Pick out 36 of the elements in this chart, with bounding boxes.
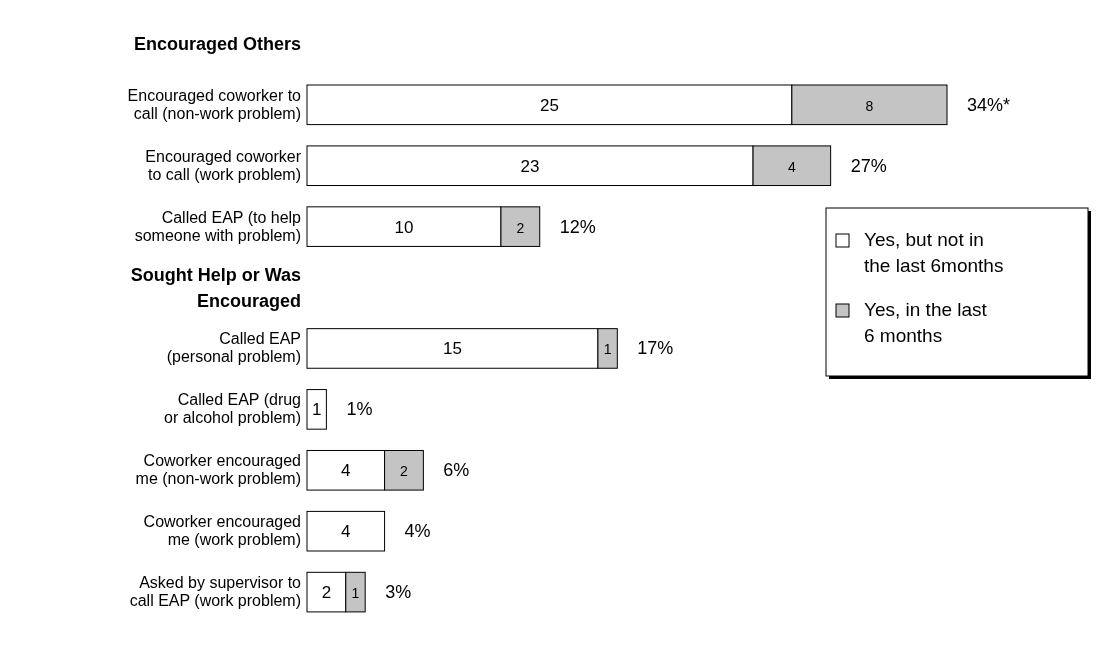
y-tick-label: Called EAP (personal problem) bbox=[166, 330, 301, 366]
y-tick-label: Coworker encouraged me (non-work problem) bbox=[135, 452, 301, 488]
bar bbox=[306, 510, 386, 552]
total-label: 4% bbox=[404, 521, 431, 542]
legend-label: Yes, in the last 6 months bbox=[864, 299, 988, 346]
data-label: 1 bbox=[311, 400, 322, 420]
y-tick-label: Sought Help or Was Encouraged bbox=[130, 264, 301, 311]
data-label: 23 bbox=[520, 156, 540, 176]
bar bbox=[306, 389, 327, 430]
data-label: 2 bbox=[516, 219, 525, 236]
total-label: 6% bbox=[443, 460, 470, 481]
data-label: 1 bbox=[351, 585, 360, 602]
y-tick-label: Encouraged coworker to call (non-work problem) bbox=[127, 86, 302, 122]
total-label: 1% bbox=[346, 399, 373, 420]
data-label: 4 bbox=[787, 158, 796, 175]
y-tick-label: Encouraged coworker to call (work problem) bbox=[145, 147, 302, 183]
total-label: 17% bbox=[637, 338, 674, 359]
y-tick-label: Coworker encouraged me (work problem) bbox=[143, 513, 301, 549]
total-label: 27% bbox=[850, 155, 887, 176]
y-tick-label: Called EAP (drug or alcohol problem) bbox=[164, 391, 301, 427]
data-label: 8 bbox=[865, 97, 874, 114]
data-label: 15 bbox=[442, 339, 462, 359]
data-label: 1 bbox=[603, 341, 612, 358]
legend-label: Yes, but not in the last 6months bbox=[864, 229, 1004, 276]
data-label: 2 bbox=[400, 463, 409, 480]
total-label: 12% bbox=[559, 216, 596, 237]
y-tick-label: Called EAP (to help someone with problem) bbox=[134, 208, 302, 244]
total-label: 3% bbox=[385, 582, 412, 603]
data-label: 10 bbox=[394, 217, 414, 237]
y-tick-label: Asked by supervisor to call EAP (work problem) bbox=[129, 574, 302, 610]
data-label: 25 bbox=[539, 95, 559, 115]
data-label: 4 bbox=[341, 522, 351, 542]
y-tick-label: Encouraged Others bbox=[133, 33, 301, 54]
data-label: 4 bbox=[341, 461, 351, 481]
total-label: 34%* bbox=[967, 94, 1011, 115]
data-label: 2 bbox=[321, 583, 332, 603]
